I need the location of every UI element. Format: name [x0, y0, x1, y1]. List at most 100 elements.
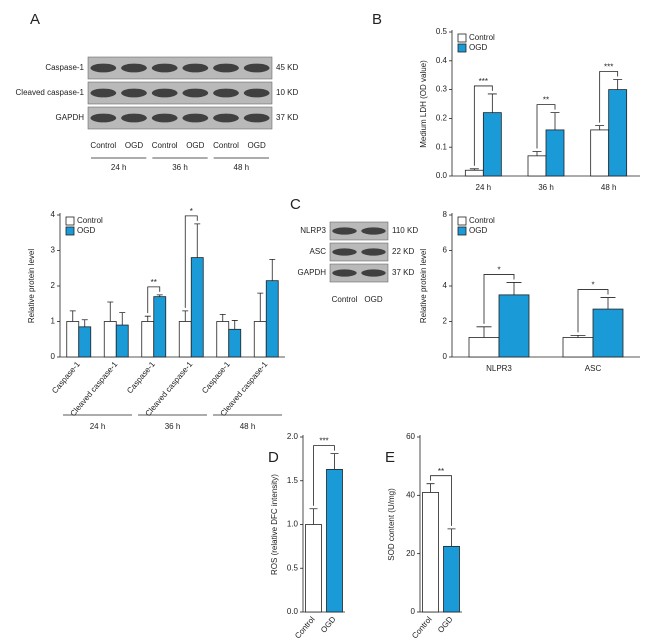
blot-band: [361, 227, 386, 235]
significance-label: **: [543, 96, 549, 105]
size-label: 37 KD: [276, 113, 298, 122]
error-bar: [447, 528, 456, 547]
size-label: 110 KD: [392, 226, 418, 235]
y-tick-label: 0.0: [436, 171, 448, 180]
blot-band: [361, 269, 386, 277]
x-tick-label: OGD: [319, 615, 338, 635]
y-tick-label: 1.0: [287, 520, 299, 529]
size-label: 37 KD: [392, 268, 414, 277]
y-tick-label: 2.0: [287, 432, 299, 441]
y-tick-label: 0.2: [436, 114, 448, 123]
bar: [326, 468, 343, 613]
legend-swatch: [65, 226, 75, 236]
bar: [527, 155, 547, 177]
y-tick-label: 2: [51, 281, 56, 290]
blot-band: [213, 113, 239, 123]
legend-swatch: [457, 216, 467, 226]
blot-row: [87, 106, 273, 130]
blot-row: [329, 221, 389, 241]
bar: [592, 308, 624, 358]
significance-bracket: [536, 104, 556, 149]
legend-label: OGD: [77, 226, 95, 235]
blot-band: [243, 88, 270, 98]
x-tick-label: OGD: [436, 615, 455, 635]
blot-row: [87, 56, 273, 80]
bar: [468, 337, 500, 358]
significance-label: ***: [604, 63, 613, 72]
bar: [482, 112, 502, 177]
lane-label: OGD: [248, 141, 266, 150]
y-axis-label: ROS (relative DFC intensity): [270, 474, 279, 575]
blot-band: [151, 63, 178, 73]
error-bar: [532, 151, 542, 156]
error-bar: [476, 326, 492, 338]
blot-band: [332, 248, 357, 256]
error-bar: [231, 320, 238, 330]
blot-band: [121, 63, 147, 73]
legend-label: OGD: [469, 226, 487, 235]
bar: [103, 321, 117, 358]
blot-row: [329, 242, 389, 262]
error-bar: [600, 297, 616, 310]
bar: [498, 294, 530, 358]
blot-band: [243, 63, 270, 73]
blot-band: [213, 63, 239, 73]
row-label: GAPDH: [56, 113, 85, 122]
lane-label: Control: [213, 141, 239, 150]
y-tick-label: 0.5: [287, 563, 299, 572]
significance-bracket: [473, 85, 493, 166]
bar: [305, 524, 322, 613]
x-tick-label: Control: [293, 615, 317, 640]
error-bar: [613, 79, 623, 90]
panel-letter: A: [30, 11, 40, 28]
lane-label: Control: [152, 141, 178, 150]
significance-label: ***: [479, 77, 488, 86]
x-tick-label: ASC: [585, 364, 602, 373]
blot-band: [151, 88, 178, 98]
panel-letter: E: [385, 449, 395, 466]
panel-letter: D: [268, 449, 279, 466]
y-axis-label: Relative protein level: [27, 249, 36, 323]
bar: [228, 328, 242, 358]
lane-label: Control: [332, 295, 358, 304]
y-tick-label: 1.5: [287, 476, 299, 485]
error-bar: [506, 282, 522, 295]
bar: [115, 324, 129, 358]
blot-band: [151, 113, 178, 123]
significance-label: *: [497, 266, 500, 275]
y-tick-label: 0.0: [287, 607, 299, 616]
group-label: 48 h: [234, 163, 250, 172]
blot-band: [332, 269, 357, 277]
y-tick-label: 60: [406, 432, 415, 441]
significance-bracket: [599, 71, 619, 123]
y-tick-label: 6: [443, 246, 448, 255]
size-label: 22 KD: [392, 247, 414, 256]
lane-label: OGD: [364, 295, 382, 304]
bar: [562, 337, 594, 358]
y-tick-label: 8: [443, 210, 448, 219]
x-tick-label: 24 h: [476, 183, 492, 192]
group-label: 36 h: [172, 163, 188, 172]
y-tick-label: 4: [51, 210, 56, 219]
y-tick-label: 2: [443, 317, 448, 326]
blot-band: [121, 88, 147, 98]
blot-band: [213, 88, 239, 98]
y-axis-label: Medium LDH (OD value): [419, 60, 428, 148]
significance-label: ***: [319, 437, 328, 446]
blot-band: [121, 113, 147, 123]
legend-swatch: [65, 216, 75, 226]
blot-band: [90, 63, 117, 73]
group-label: 24 h: [90, 422, 106, 431]
lane-label: OGD: [186, 141, 204, 150]
group-label: 48 h: [240, 422, 256, 431]
bar: [422, 492, 439, 613]
x-tick-label: 36 h: [538, 183, 554, 192]
error-bar: [219, 314, 226, 322]
error-bar: [269, 258, 276, 281]
bar: [608, 89, 628, 177]
error-bar: [69, 310, 76, 322]
significance-label: **: [151, 278, 157, 287]
x-tick-label: Caspase-1: [200, 359, 232, 395]
blot-row: [329, 263, 389, 283]
